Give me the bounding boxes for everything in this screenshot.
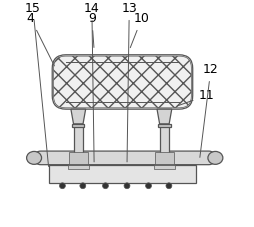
- Polygon shape: [71, 109, 86, 124]
- Text: 10: 10: [130, 12, 150, 48]
- Ellipse shape: [124, 183, 130, 189]
- Text: 4: 4: [27, 12, 54, 66]
- Bar: [73, 124, 83, 156]
- Text: 9: 9: [88, 12, 96, 47]
- Ellipse shape: [103, 183, 108, 189]
- Bar: [154, 165, 175, 169]
- Ellipse shape: [208, 151, 223, 164]
- Bar: [49, 165, 196, 183]
- Ellipse shape: [146, 183, 151, 189]
- Bar: [158, 124, 170, 127]
- Bar: [156, 153, 172, 157]
- Text: 13: 13: [121, 2, 137, 162]
- Bar: [155, 152, 174, 164]
- Text: 14: 14: [84, 2, 100, 162]
- Polygon shape: [157, 109, 172, 124]
- Bar: [72, 124, 84, 127]
- Ellipse shape: [80, 183, 86, 189]
- Ellipse shape: [59, 183, 65, 189]
- Ellipse shape: [166, 183, 172, 189]
- Bar: [68, 165, 89, 169]
- Text: 12: 12: [200, 63, 219, 157]
- Bar: [160, 124, 169, 156]
- FancyBboxPatch shape: [34, 151, 215, 165]
- Ellipse shape: [27, 151, 42, 164]
- FancyBboxPatch shape: [52, 55, 193, 109]
- Bar: [69, 152, 88, 164]
- Text: 15: 15: [25, 2, 49, 166]
- Text: 11: 11: [177, 89, 214, 106]
- Bar: [70, 153, 86, 157]
